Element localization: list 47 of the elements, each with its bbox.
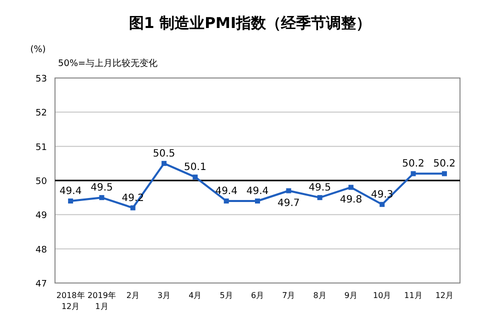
chart-title: 图1 制造业PMI指数（经季节调整） bbox=[128, 14, 372, 32]
x-tick-label: 5月 bbox=[220, 291, 233, 300]
point bbox=[442, 171, 447, 176]
y-tick-label: 47 bbox=[36, 280, 47, 290]
y-tick-label: 52 bbox=[36, 108, 47, 119]
x-tick-label: 8月 bbox=[313, 291, 326, 300]
point bbox=[68, 198, 74, 204]
x-tick-label: 3月 bbox=[157, 291, 171, 300]
point bbox=[192, 174, 198, 180]
x-tick-label: 11月 bbox=[404, 291, 422, 300]
data-label: 49.7 bbox=[278, 198, 300, 209]
point bbox=[130, 205, 136, 210]
x-tick-label: 12月 bbox=[435, 291, 454, 300]
x-tick-label: 2018年 12月 bbox=[56, 291, 85, 311]
data-label: 49.5 bbox=[308, 182, 331, 194]
point bbox=[317, 195, 322, 200]
data-label: 49.4 bbox=[215, 186, 238, 197]
data-label: 49.4 bbox=[59, 186, 82, 197]
point bbox=[410, 171, 416, 176]
x-tick-label: 6月 bbox=[250, 291, 264, 300]
data-label: 49.5 bbox=[90, 182, 113, 194]
y-tick-label: 53 bbox=[36, 74, 47, 84]
data-label: 50.2 bbox=[433, 158, 456, 170]
x-tick-label: 2019年 1月 bbox=[88, 291, 116, 311]
point bbox=[255, 198, 260, 204]
point bbox=[162, 160, 167, 166]
x-tick-label: 7月 bbox=[282, 291, 296, 300]
y-tick-label: 50 bbox=[36, 177, 48, 187]
point bbox=[348, 184, 354, 190]
x-tick-label: 10月 bbox=[373, 291, 392, 300]
point bbox=[224, 198, 229, 204]
y-tick-label: 48 bbox=[36, 245, 48, 256]
point bbox=[99, 195, 104, 200]
x-tick-label: 4月 bbox=[188, 291, 202, 300]
y-tick-label: 49 bbox=[36, 211, 48, 222]
x-tick-label: 2月 bbox=[126, 291, 140, 300]
data-label: 50.5 bbox=[152, 148, 176, 160]
y-tick-label: 51 bbox=[36, 142, 47, 153]
data-label: 50.1 bbox=[184, 162, 206, 174]
point bbox=[286, 188, 292, 194]
text: 50%=与上月比较无变化 bbox=[58, 58, 158, 69]
data-label: 49.8 bbox=[340, 194, 362, 206]
x-tick-label: 9月 bbox=[344, 291, 358, 300]
y-axis-title: (%) bbox=[30, 45, 46, 55]
data-label: 49.4 bbox=[246, 186, 269, 197]
point bbox=[380, 202, 385, 207]
data-label: 50.2 bbox=[402, 158, 424, 170]
